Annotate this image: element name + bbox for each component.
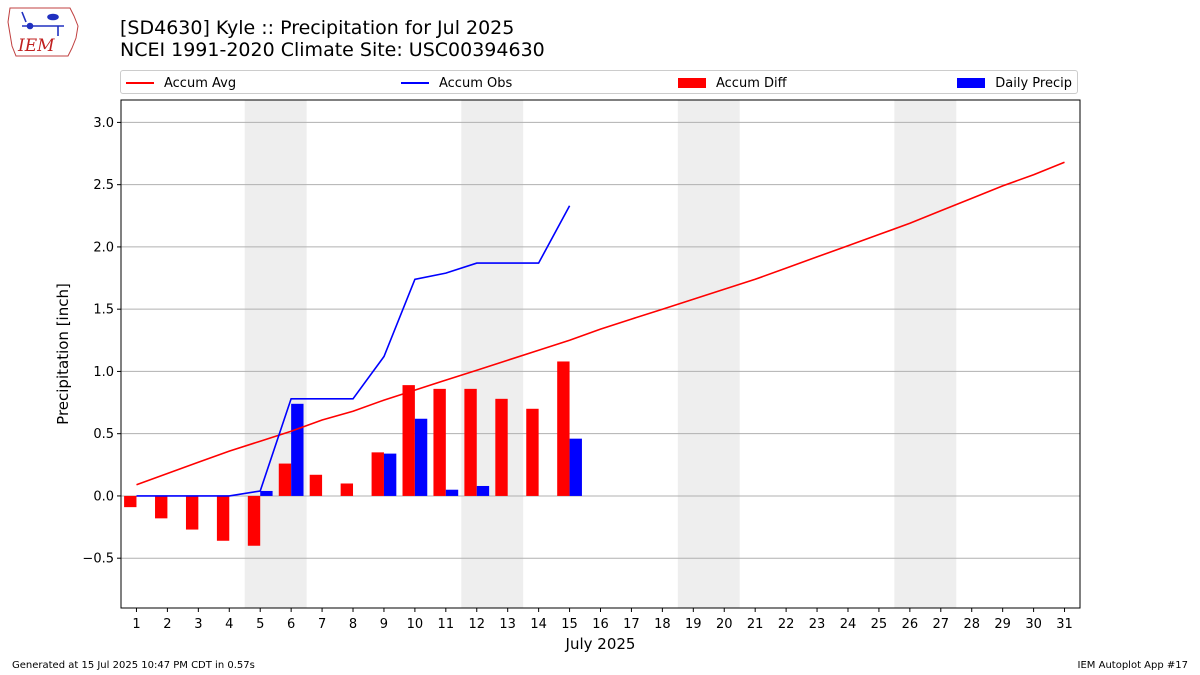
- x-tick-label: 29: [994, 617, 1011, 632]
- weather-instruments-icon: [21, 11, 64, 36]
- legend-swatch: [957, 78, 986, 88]
- x-tick-label: 8: [349, 617, 357, 632]
- accum-diff-bar: [278, 463, 292, 496]
- daily-precip-bar: [414, 418, 428, 496]
- accum-obs-line: [136, 205, 571, 497]
- weekend-shade: [244, 100, 307, 608]
- logo-text: IEM: [17, 36, 55, 56]
- daily-precip-bar: [569, 438, 582, 496]
- legend-swatch: [678, 78, 706, 88]
- legend-label: Accum Diff: [716, 75, 787, 91]
- y-tick-label: 0.0: [93, 489, 114, 504]
- daily-precip-bar: [476, 485, 490, 496]
- daily-precip-bar: [260, 490, 273, 496]
- x-tick-label: 20: [716, 617, 733, 632]
- accum-diff-bar: [433, 388, 446, 496]
- legend-item-daily-precip: Daily Precip: [957, 75, 1072, 91]
- x-tick-label: 24: [840, 617, 857, 632]
- accum-avg-line: [136, 161, 1065, 486]
- legend-item-accum-diff: Accum Diff: [678, 75, 787, 91]
- x-tick-label: 15: [561, 617, 578, 632]
- daily-precip-bar: [445, 489, 459, 496]
- x-tick-label: 7: [318, 617, 326, 632]
- y-tick-label: 0.5: [93, 427, 114, 442]
- x-tick-label: 27: [933, 617, 950, 632]
- legend-item-accum-avg: Accum Avg: [126, 75, 236, 91]
- legend-swatch: [401, 82, 429, 84]
- daily-precip-bar: [383, 453, 397, 496]
- accum-diff-bar: [464, 388, 477, 496]
- x-tick-label: 17: [623, 617, 640, 632]
- x-tick-label: 6: [287, 617, 295, 632]
- x-tick-label: 30: [1025, 617, 1042, 632]
- accum-diff-bar: [124, 495, 137, 508]
- accum-diff-bar: [557, 361, 570, 496]
- x-tick-label: 14: [530, 617, 547, 632]
- app-credit: IEM Autoplot App #17: [1077, 660, 1188, 671]
- x-tick-label: 28: [963, 617, 980, 632]
- accum-diff-bar: [216, 495, 230, 541]
- x-tick-label: 26: [902, 617, 919, 632]
- y-tick-label: 1.5: [93, 303, 114, 318]
- x-tick-label: 16: [592, 617, 609, 632]
- legend-item-accum-obs: Accum Obs: [401, 75, 512, 91]
- x-tick-label: 18: [654, 617, 671, 632]
- legend-label: Accum Obs: [439, 75, 513, 91]
- y-tick-label: 3.0: [93, 116, 114, 131]
- iowa-state-outline-icon: [7, 7, 79, 57]
- accum-diff-bar: [247, 495, 261, 546]
- weekend-shade: [894, 100, 957, 608]
- accum-diff-bar: [526, 408, 539, 496]
- legend-swatch: [126, 82, 154, 84]
- x-tick-label: 10: [407, 617, 424, 632]
- weekend-shade: [677, 100, 740, 608]
- daily-precip-bar: [291, 403, 304, 496]
- chart-subtitle: NCEI 1991-2020 Climate Site: USC00394630: [120, 39, 545, 61]
- x-tick-label: 23: [809, 617, 826, 632]
- y-axis-label: Precipitation [inch]: [54, 283, 72, 425]
- x-tick-label: 13: [499, 617, 516, 632]
- y-tick-label: −0.5: [82, 552, 114, 567]
- accum-diff-bar: [155, 495, 168, 519]
- accum-diff-bar: [402, 385, 415, 496]
- y-tick-label: 2.5: [93, 178, 114, 193]
- legend: Accum Avg Accum Obs Accum Diff Daily Pre…: [120, 70, 1078, 94]
- y-tick-label: 1.0: [93, 365, 114, 380]
- plot-frame: [120, 99, 1081, 609]
- x-tick-label: 3: [194, 617, 202, 632]
- x-tick-label: 9: [380, 617, 388, 632]
- iem-logo: IEM: [7, 7, 79, 57]
- weekend-shade: [461, 100, 524, 608]
- x-tick-label: 31: [1056, 617, 1073, 632]
- x-tick-label: 25: [871, 617, 888, 632]
- x-tick-label: 22: [778, 617, 795, 632]
- x-tick-label: 21: [747, 617, 764, 632]
- y-tick-label: 2.0: [93, 240, 114, 255]
- chart-title: [SD4630] Kyle :: Precipitation for Jul 2…: [120, 17, 515, 39]
- accum-diff-bar: [495, 398, 508, 496]
- x-tick-label: 11: [438, 617, 455, 632]
- x-tick-label: 2: [163, 617, 171, 632]
- x-tick-label: 12: [468, 617, 485, 632]
- generated-timestamp: Generated at 15 Jul 2025 10:47 PM CDT in…: [12, 660, 255, 671]
- accum-diff-bar: [371, 452, 384, 496]
- legend-label: Accum Avg: [164, 75, 237, 91]
- x-tick-label: 4: [225, 617, 233, 632]
- x-axis-label: July 2025: [565, 635, 636, 653]
- legend-label: Daily Precip: [995, 75, 1072, 91]
- x-tick-label: 1: [132, 617, 140, 632]
- accum-diff-bar: [309, 474, 323, 496]
- x-tick-label: 5: [256, 617, 264, 632]
- x-tick-label: 19: [685, 617, 702, 632]
- accum-diff-bar: [340, 483, 354, 496]
- accum-diff-bar: [185, 495, 199, 530]
